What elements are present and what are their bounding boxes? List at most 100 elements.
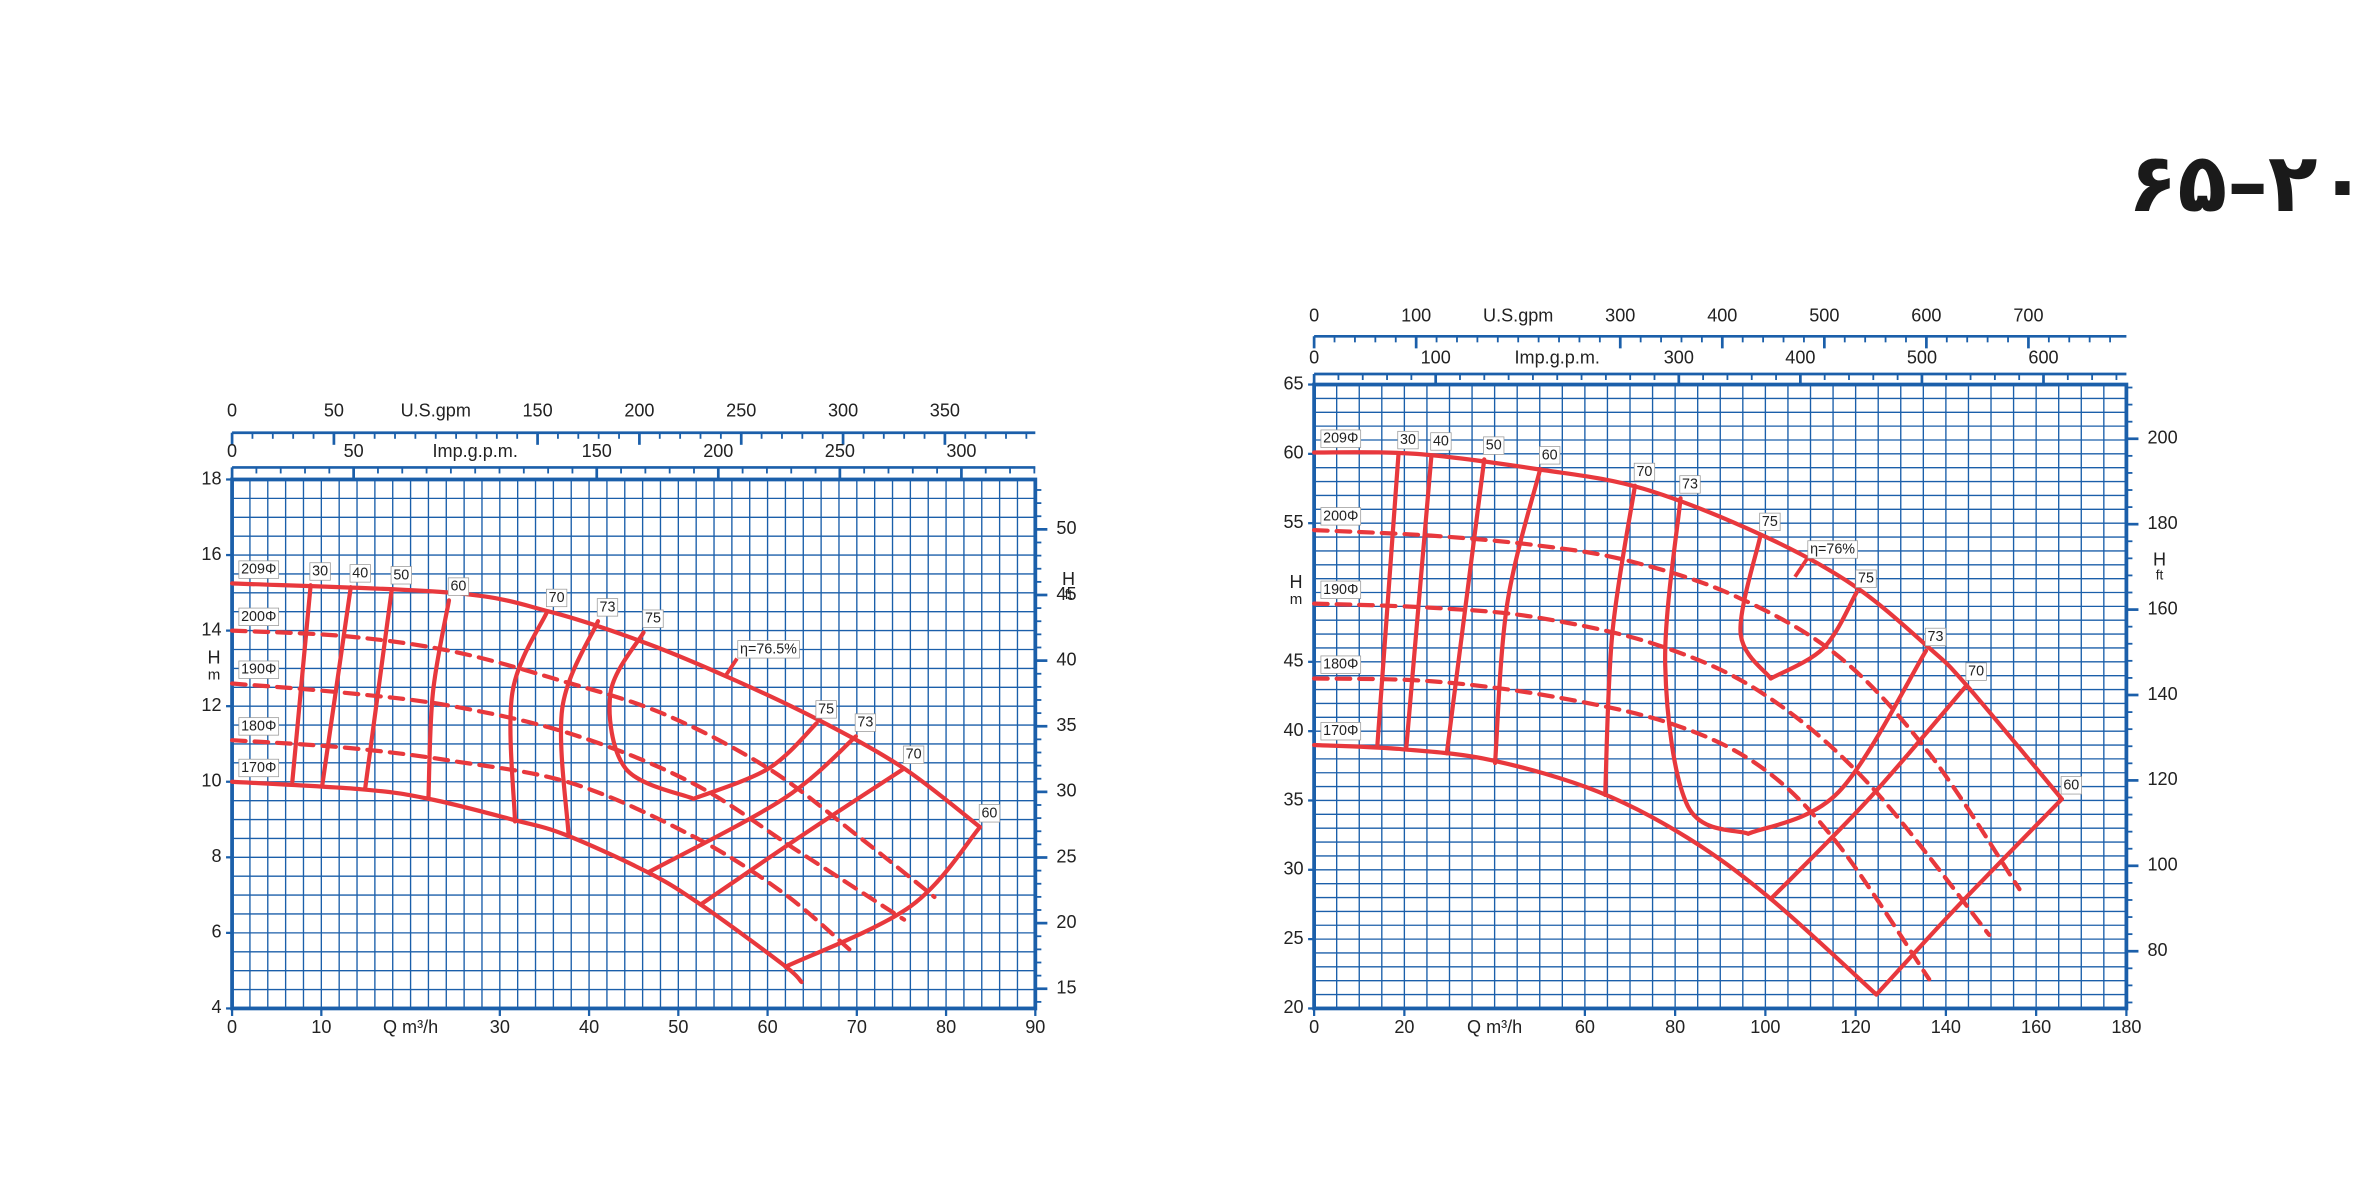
efficiency-label-box <box>854 713 877 732</box>
y-tick-label: 8 <box>211 846 221 866</box>
top-axis-tick-label: 300 <box>946 441 976 461</box>
efficiency-label-box <box>1924 627 1947 647</box>
efficiency-label: 70 <box>549 590 565 606</box>
top-axis-tick-label: 0 <box>227 400 237 420</box>
top-axis-tick-label: 100 <box>1401 306 1431 326</box>
y-tick-label: 55 <box>1283 512 1303 532</box>
efficiency-curve <box>1663 496 1751 836</box>
efficiency-label: 75 <box>1762 514 1778 530</box>
bep-label: η=76% <box>1810 541 1855 557</box>
top-axis-tick-label: 150 <box>522 400 552 420</box>
y-tick-label: 18 <box>201 468 221 488</box>
curve-label-box <box>238 717 280 736</box>
curve-label-box <box>1320 580 1362 599</box>
top-axis-tick-label: 600 <box>2028 348 2058 368</box>
x-tick-label: 0 <box>227 1017 237 1037</box>
efficiency-curve <box>1603 483 1638 798</box>
y2-tick-label: 180 <box>2147 513 2177 533</box>
curve-label-box <box>238 758 280 778</box>
x-tick-label: 90 <box>1025 1017 1045 1037</box>
efficiency-curve <box>1768 683 1969 902</box>
curve-label: 190Φ <box>1323 582 1358 598</box>
top-axis-tick-label: 50 <box>324 400 344 420</box>
efficiency-label-box <box>309 562 331 581</box>
efficiency-curve <box>1874 796 2064 997</box>
top-axis-label: Imp.g.p.m. <box>1515 348 1600 368</box>
top-axis-tick-label: 50 <box>344 441 364 461</box>
efficiency-label: 60 <box>450 579 466 595</box>
efficiency-label: 50 <box>1486 438 1502 454</box>
efficiency-label: 30 <box>312 563 328 579</box>
efficiency-curve <box>1738 533 1773 681</box>
efficiency-curve <box>362 586 394 792</box>
efficiency-label: 60 <box>981 805 997 821</box>
x-tick-label: 140 <box>1931 1017 1961 1037</box>
y-tick-label: 35 <box>1283 789 1303 809</box>
efficiency-label: 40 <box>352 565 368 581</box>
y2-tick-label: 45 <box>1056 584 1076 604</box>
y2-axis-label: H <box>2153 550 2166 570</box>
top-axis-tick-label: 0 <box>227 441 237 461</box>
efficiency-label-box <box>2060 776 2082 795</box>
bep-marker <box>723 657 739 678</box>
y-axis-label: H <box>1290 572 1303 592</box>
x-tick-label: 160 <box>2021 1017 2051 1037</box>
y2-axis-label: H <box>1062 569 1075 589</box>
curve-label-box <box>238 607 280 626</box>
efficiency-label: 60 <box>1542 447 1558 463</box>
head-curve <box>1312 676 1932 982</box>
x-tick-label: 50 <box>668 1017 688 1037</box>
top-axis-tick-label: 600 <box>1911 306 1941 326</box>
efficiency-label: 73 <box>1928 629 1944 645</box>
x-tick-label: 20 <box>1394 1017 1414 1037</box>
efficiency-label-box <box>1965 662 1987 681</box>
bep-label: η=76.5% <box>740 641 797 657</box>
x-tick-label: 70 <box>847 1017 867 1037</box>
y-tick-label: 12 <box>201 695 221 715</box>
curve-label: 190Φ <box>241 662 276 678</box>
y-tick-label: 40 <box>1283 720 1303 740</box>
efficiency-curve <box>508 609 550 824</box>
top-axis-label: Imp.g.p.m. <box>432 441 517 461</box>
y2-tick-label: 160 <box>2147 598 2177 618</box>
x-tick-label: 0 <box>1309 1017 1319 1037</box>
y2-tick-label: 120 <box>2147 769 2177 789</box>
efficiency-label-box <box>1759 512 1781 532</box>
efficiency-label: 75 <box>645 611 661 627</box>
curve-label: 180Φ <box>1323 657 1358 673</box>
curve-label-box <box>1320 722 1362 741</box>
efficiency-label: 30 <box>1400 432 1416 448</box>
y-tick-label: 65 <box>1283 373 1303 393</box>
y2-tick-label: 15 <box>1056 978 1076 998</box>
curve-label-box <box>1320 655 1362 674</box>
y2-tick-label: 200 <box>2147 428 2177 448</box>
y2-tick-label: 40 <box>1056 649 1076 669</box>
efficiency-label: 75 <box>1858 571 1874 587</box>
top-axis-label: U.S.gpm <box>401 400 471 420</box>
efficiency-label-box <box>978 804 1001 823</box>
efficiency-label: 40 <box>1433 433 1449 449</box>
efficiency-curve <box>1492 467 1543 766</box>
y2-tick-label: 80 <box>2147 940 2167 960</box>
top-axis-tick-label: 300 <box>828 400 858 420</box>
plot-frame <box>1312 382 2129 1011</box>
top-axis-tick-label: 400 <box>1707 306 1737 326</box>
chart-panel: 0 20 60 80 100 120 140 160 180 Q m³/h 20 25 30 35 40 45… <box>1283 306 2177 1037</box>
efficiency-label: 70 <box>906 747 922 763</box>
y-axis-label: H <box>207 648 220 668</box>
bep-label-box <box>1807 540 1858 559</box>
x-tick-label: 10 <box>311 1017 331 1037</box>
curve-label: 170Φ <box>241 760 276 776</box>
efficiency-curve <box>320 585 353 788</box>
top-axis-tick-label: 200 <box>703 441 733 461</box>
y2-axis-unit: ft <box>1065 587 1073 602</box>
efficiency-label-box <box>349 564 371 583</box>
y-tick-label: 4 <box>211 997 221 1017</box>
efficiency-label-box <box>1397 430 1419 450</box>
y-tick-label: 20 <box>1283 997 1303 1017</box>
x-tick-label: 80 <box>936 1017 956 1037</box>
top-axis-tick-label: 0 <box>1309 348 1319 368</box>
efficiency-label-box <box>1539 446 1561 465</box>
